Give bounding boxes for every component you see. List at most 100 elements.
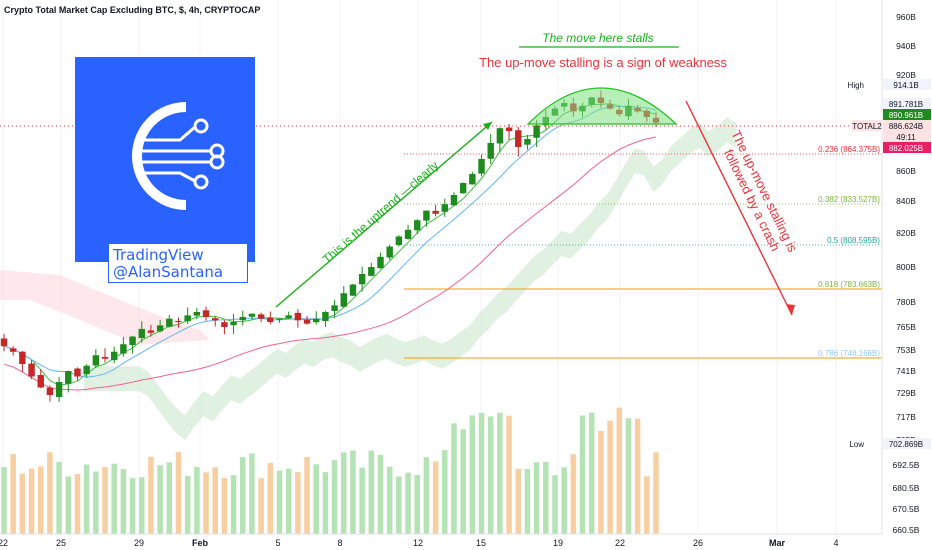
- candle-body: [459, 183, 467, 194]
- volume-bar: [341, 452, 347, 534]
- volume-bar: [533, 462, 540, 534]
- volume-bar: [56, 461, 62, 534]
- candle-body: [46, 387, 54, 395]
- candle-body: [432, 210, 439, 214]
- high-value: 914.1B: [893, 81, 918, 90]
- current-price-tag: 886.624B: [889, 122, 923, 131]
- candle-body: [0, 338, 8, 347]
- candle-body: [166, 318, 173, 327]
- x-tick-label: Feb: [192, 538, 209, 548]
- x-tick-label: 22: [615, 538, 625, 548]
- candle-body: [294, 312, 302, 321]
- volume-bar: [460, 429, 466, 534]
- volume-bar: [28, 468, 35, 534]
- volume-bar: [138, 477, 145, 534]
- x-tick-label: 25: [56, 538, 66, 548]
- y-tick-label: 840B: [896, 196, 916, 206]
- volume-bar: [543, 461, 549, 534]
- x-tick-label: 5: [275, 538, 280, 548]
- logo-circuit-icon: [139, 118, 225, 190]
- price-tag-1: 891.781B: [889, 100, 923, 109]
- y-tick-label: 741B: [896, 366, 916, 376]
- y-tick-label: 692.5B: [893, 460, 920, 470]
- countdown-tag: 49:11: [896, 133, 916, 142]
- candle-body: [83, 365, 90, 374]
- volume-bar: [258, 478, 264, 534]
- volume-bar: [267, 462, 274, 534]
- volume-bar: [432, 461, 439, 534]
- candle-body: [239, 317, 246, 321]
- candle-body: [496, 128, 504, 144]
- candle-body: [120, 344, 127, 354]
- volume-bar: [414, 474, 420, 534]
- y-tick-label: 920B: [896, 70, 916, 80]
- chart-title: Crypto Total Market Cap Excluding BTC, $…: [4, 5, 260, 15]
- volume-bar: [47, 452, 53, 534]
- x-tick-label: 8: [337, 538, 342, 548]
- ma-slow: [3, 136, 657, 391]
- stall-arc: [526, 87, 678, 125]
- badge-line-1: TradingView: [113, 246, 204, 264]
- volume-bar: [487, 416, 494, 534]
- candle-body: [267, 317, 274, 322]
- candle-body: [156, 325, 164, 332]
- volume-bar: [148, 456, 154, 534]
- y-tick-label: 753B: [896, 345, 916, 355]
- volume-bar: [19, 473, 26, 534]
- volume-bar: [313, 464, 319, 534]
- volume-bar: [478, 412, 485, 534]
- price-labels: High 914.1B 891.781B 890.961B TOTAL2 886…: [848, 79, 931, 449]
- uptrend-arrow-line: [275, 121, 493, 308]
- candle-body: [340, 293, 347, 307]
- candle-body: [184, 315, 191, 322]
- volume-bar: [295, 472, 301, 534]
- candle-body: [441, 204, 449, 212]
- volume-bar: [240, 457, 246, 534]
- x-tick-label: 19: [553, 538, 563, 548]
- volume-bar: [359, 467, 365, 534]
- candle-body: [395, 236, 403, 246]
- x-tick-label: 12: [413, 538, 423, 548]
- ma-mid: [3, 105, 657, 378]
- candle-body: [469, 174, 476, 185]
- candle-body: [65, 371, 72, 384]
- volume-bar: [607, 420, 613, 534]
- candle-body: [285, 315, 292, 319]
- volume-bar: [157, 465, 163, 534]
- time-axis[interactable]: 22 25 29 Feb 5 8 12 15 19 22 26 Mar 4: [0, 533, 932, 550]
- fib-label: 0.618 (783.663B): [818, 280, 880, 289]
- y-tick-label: 940B: [896, 41, 916, 51]
- candle-body: [533, 125, 540, 138]
- volume-bar: [368, 450, 375, 534]
- x-tick-label: Mar: [769, 538, 786, 548]
- candle-body: [349, 284, 357, 296]
- volume-bar: [322, 472, 329, 534]
- volume-bar: [304, 457, 310, 534]
- candle-body: [129, 336, 136, 346]
- volume-bar: [506, 415, 512, 534]
- candle-body: [147, 330, 155, 333]
- x-tick-label: 4: [833, 538, 838, 548]
- candle-body: [230, 322, 237, 326]
- price-axis[interactable]: 960B940B920B900B880B860B840B820B800B780B…: [881, 0, 932, 550]
- y-tick-label: 717B: [896, 412, 916, 422]
- y-tick-label: 765B: [896, 322, 916, 332]
- volume-bar: [111, 463, 117, 534]
- volume-bar: [653, 452, 659, 534]
- candle-body: [276, 318, 283, 320]
- volume-bar: [598, 430, 604, 534]
- candle-body: [505, 127, 513, 131]
- volume-bar: [579, 415, 586, 534]
- volume-bar: [588, 412, 595, 534]
- x-tick-label: 29: [134, 538, 144, 548]
- weakness-annotation: The up-move stalling is a sign of weakne…: [479, 55, 727, 70]
- high-label: High: [848, 81, 864, 90]
- volume-bar: [616, 407, 623, 534]
- volume-bar: [469, 415, 476, 534]
- candle-body: [55, 382, 63, 398]
- volume-bar: [386, 466, 393, 534]
- candle-body: [28, 363, 35, 377]
- candle-body: [386, 246, 393, 258]
- candle-body: [368, 267, 375, 276]
- candle-body: [9, 348, 17, 352]
